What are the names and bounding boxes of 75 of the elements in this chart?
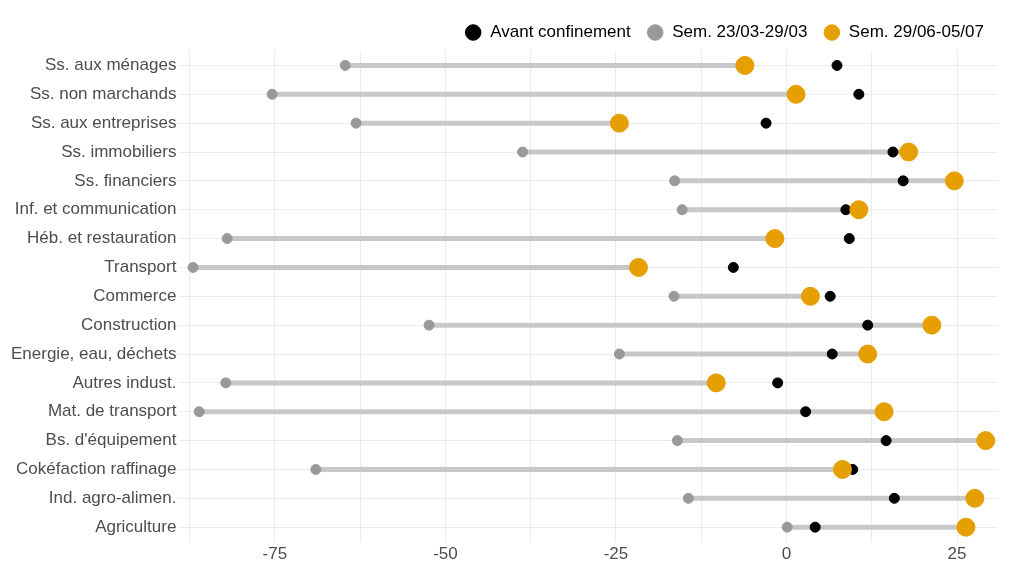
- point: [187, 261, 199, 273]
- point: [853, 88, 865, 100]
- x-tick-label: -50: [433, 544, 458, 564]
- point: [772, 377, 784, 389]
- y-tick-label: Inf. et communication: [14, 199, 177, 219]
- legend-label: Sem. 29/06-05/07: [848, 22, 985, 42]
- y-tick-label: Agriculture: [95, 516, 177, 536]
- y-tick-label: Cokéfaction raffinage: [16, 459, 177, 479]
- point: [350, 117, 362, 129]
- point: [965, 488, 985, 508]
- x-tick-label: 25: [947, 544, 967, 564]
- point: [809, 521, 821, 533]
- point: [193, 406, 205, 418]
- point: [899, 142, 919, 162]
- point: [669, 175, 681, 187]
- point: [922, 315, 942, 335]
- y-tick-label: Energie, eau, déchets: [10, 343, 177, 363]
- point: [956, 517, 976, 537]
- point: [221, 233, 233, 245]
- y-tick-label: Ss. financiers: [74, 170, 177, 190]
- y-tick-label: Héb. et restauration: [27, 228, 177, 248]
- y-tick-label: Ss. immobiliers: [61, 141, 177, 161]
- x-tick-label: -25: [603, 544, 629, 564]
- point: [786, 84, 806, 104]
- point: [609, 113, 629, 133]
- y-tick-label: Commerce: [93, 285, 177, 305]
- point: [840, 204, 852, 216]
- point: [887, 146, 899, 158]
- point: [858, 344, 878, 364]
- point: [826, 348, 838, 360]
- point: [735, 55, 755, 75]
- point: [862, 319, 874, 331]
- point: [310, 463, 322, 475]
- point: [944, 171, 964, 191]
- point: [800, 406, 812, 418]
- point: [824, 290, 836, 302]
- legend-label: Avant confinement: [490, 22, 631, 42]
- y-tick-label: Mat. de transport: [47, 401, 177, 421]
- y-tick-label: Ss. non marchands: [29, 83, 177, 103]
- point: [706, 373, 726, 393]
- point: [613, 348, 625, 360]
- y-tick-label: Transport: [104, 257, 177, 277]
- point: [843, 233, 855, 245]
- point: [682, 492, 694, 504]
- point: [220, 377, 232, 389]
- y-tick-label: Construction: [80, 314, 177, 334]
- point: [800, 286, 820, 306]
- point: [888, 492, 900, 504]
- y-tick-label: Bs. d'équipement: [45, 430, 177, 450]
- point: [976, 431, 996, 451]
- point: [874, 402, 894, 422]
- point: [760, 117, 772, 129]
- point: [781, 521, 793, 533]
- point: [765, 229, 785, 249]
- point: [339, 59, 351, 71]
- point: [832, 459, 852, 479]
- x-tick-label: 0: [781, 544, 792, 564]
- point: [849, 200, 869, 220]
- legend-label: Sem. 23/03-29/03: [672, 22, 808, 42]
- point: [880, 435, 892, 447]
- point: [676, 204, 688, 216]
- point: [668, 290, 680, 302]
- y-tick-label: Autres indust.: [72, 372, 177, 392]
- y-tick-label: Ss. aux ménages: [45, 55, 177, 75]
- y-tick-label: Ind. agro-alimen.: [48, 488, 177, 507]
- point: [629, 257, 648, 277]
- y-tick-label: Ss. aux entreprises: [30, 112, 177, 132]
- point: [266, 88, 278, 100]
- point: [671, 435, 683, 447]
- point: [517, 146, 529, 158]
- point: [727, 261, 739, 273]
- point: [831, 59, 843, 71]
- x-tick-label: -75: [262, 544, 288, 564]
- point: [897, 175, 909, 187]
- point: [423, 319, 435, 331]
